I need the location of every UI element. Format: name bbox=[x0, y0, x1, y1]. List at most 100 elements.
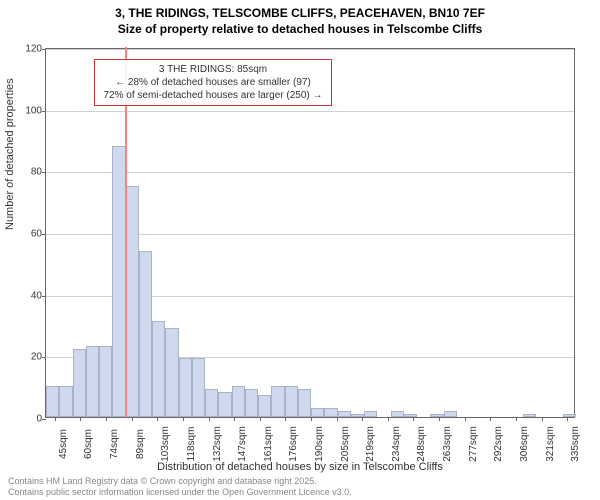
y-tick-mark bbox=[42, 357, 46, 358]
histogram-bar bbox=[165, 328, 178, 417]
x-tick-mark bbox=[55, 417, 56, 421]
x-axis-label: Distribution of detached houses by size … bbox=[0, 461, 600, 473]
histogram-bar bbox=[179, 358, 192, 417]
y-tick-mark bbox=[42, 234, 46, 235]
x-tick-mark bbox=[337, 417, 338, 421]
x-tick-label: 277sqm bbox=[468, 426, 479, 462]
histogram-bar bbox=[232, 386, 245, 417]
x-tick-mark bbox=[388, 417, 389, 421]
x-tick-mark bbox=[516, 417, 517, 421]
histogram-bar bbox=[324, 408, 337, 417]
y-tick-label: 60 bbox=[16, 229, 42, 240]
y-tick-label: 20 bbox=[16, 352, 42, 363]
histogram-bar bbox=[152, 321, 165, 417]
histogram-bar bbox=[444, 411, 457, 417]
x-tick-mark bbox=[80, 417, 81, 421]
histogram-bar bbox=[99, 346, 112, 417]
x-tick-label: 118sqm bbox=[186, 427, 197, 462]
histogram-bar bbox=[86, 346, 99, 417]
histogram-bar bbox=[271, 386, 284, 417]
y-tick-mark bbox=[42, 296, 46, 297]
y-tick-label: 40 bbox=[16, 290, 42, 301]
title-line-1: 3, THE RIDINGS, TELSCOMBE CLIFFS, PEACEH… bbox=[0, 6, 600, 22]
title-line-2: Size of property relative to detached ho… bbox=[0, 22, 600, 38]
x-tick-label: 103sqm bbox=[160, 426, 171, 462]
histogram-bar bbox=[523, 414, 536, 417]
x-tick-label: 89sqm bbox=[135, 429, 146, 459]
x-tick-label: 335sqm bbox=[570, 426, 581, 462]
x-tick-mark bbox=[567, 417, 568, 421]
x-tick-label: 176sqm bbox=[288, 426, 299, 462]
histogram-bar bbox=[311, 408, 324, 417]
x-tick-label: 74sqm bbox=[109, 429, 120, 459]
x-tick-label: 205sqm bbox=[340, 426, 351, 462]
histogram-bar bbox=[46, 386, 59, 417]
x-tick-label: 132sqm bbox=[212, 426, 223, 462]
x-tick-label: 321sqm bbox=[545, 426, 556, 462]
x-tick-label: 263sqm bbox=[442, 426, 453, 462]
y-tick-mark bbox=[42, 419, 46, 420]
x-tick-mark bbox=[132, 417, 133, 421]
x-tick-label: 161sqm bbox=[263, 426, 274, 462]
histogram-bar bbox=[430, 414, 443, 417]
x-tick-label: 306sqm bbox=[519, 426, 530, 462]
histogram-bar bbox=[245, 389, 258, 417]
histogram-bar bbox=[205, 389, 218, 417]
y-tick-label: 120 bbox=[16, 44, 42, 55]
x-tick-label: 190sqm bbox=[314, 426, 325, 462]
x-tick-mark bbox=[209, 417, 210, 421]
histogram-bar bbox=[112, 146, 125, 417]
x-tick-label: 219sqm bbox=[365, 426, 376, 462]
histogram-bar bbox=[563, 414, 576, 417]
histogram-bar bbox=[73, 349, 86, 417]
x-tick-mark bbox=[234, 417, 235, 421]
x-tick-label: 45sqm bbox=[58, 429, 69, 459]
annotation-box: 3 THE RIDINGS: 85sqm ← 28% of detached h… bbox=[94, 59, 332, 106]
x-tick-label: 292sqm bbox=[493, 426, 504, 462]
x-tick-mark bbox=[157, 417, 158, 421]
x-tick-mark bbox=[311, 417, 312, 421]
histogram-bar bbox=[126, 186, 139, 417]
footer-text: Contains HM Land Registry data © Crown c… bbox=[8, 476, 352, 498]
x-tick-mark bbox=[362, 417, 363, 421]
footer-line-1: Contains HM Land Registry data © Crown c… bbox=[8, 476, 352, 487]
histogram-bar bbox=[59, 386, 72, 417]
annotation-line-1: 3 THE RIDINGS: 85sqm bbox=[103, 63, 323, 76]
histogram-bar bbox=[258, 395, 271, 417]
x-tick-label: 234sqm bbox=[391, 426, 402, 462]
x-tick-mark bbox=[260, 417, 261, 421]
x-tick-label: 147sqm bbox=[237, 426, 248, 462]
annotation-line-2: ← 28% of detached houses are smaller (97… bbox=[103, 76, 323, 89]
plot-area: 02040608010012045sqm60sqm74sqm89sqm103sq… bbox=[45, 48, 575, 418]
histogram-bar bbox=[285, 386, 298, 417]
x-tick-mark bbox=[542, 417, 543, 421]
histogram-bar bbox=[218, 392, 231, 417]
histogram-bar bbox=[338, 411, 351, 417]
y-tick-mark bbox=[42, 172, 46, 173]
footer-line-2: Contains public sector information licen… bbox=[8, 487, 352, 498]
histogram-bar bbox=[391, 411, 404, 417]
chart-container: 3, THE RIDINGS, TELSCOMBE CLIFFS, PEACEH… bbox=[0, 0, 600, 500]
histogram-bar bbox=[404, 414, 417, 417]
y-tick-label: 80 bbox=[16, 167, 42, 178]
y-tick-mark bbox=[42, 111, 46, 112]
x-tick-mark bbox=[490, 417, 491, 421]
annotation-line-3: 72% of semi-detached houses are larger (… bbox=[103, 89, 323, 102]
x-tick-mark bbox=[183, 417, 184, 421]
y-tick-mark bbox=[42, 49, 46, 50]
y-tick-label: 100 bbox=[16, 105, 42, 116]
y-axis-label: Number of detached properties bbox=[4, 78, 16, 230]
histogram-bar bbox=[139, 251, 152, 418]
x-tick-mark bbox=[439, 417, 440, 421]
histogram-bar bbox=[298, 389, 311, 417]
histogram-bar bbox=[192, 358, 205, 417]
x-tick-mark bbox=[465, 417, 466, 421]
y-tick-label: 0 bbox=[16, 414, 42, 425]
x-tick-mark bbox=[106, 417, 107, 421]
title-block: 3, THE RIDINGS, TELSCOMBE CLIFFS, PEACEH… bbox=[0, 0, 600, 37]
x-tick-label: 248sqm bbox=[416, 426, 427, 462]
x-tick-mark bbox=[285, 417, 286, 421]
x-tick-label: 60sqm bbox=[83, 429, 94, 459]
x-tick-mark bbox=[413, 417, 414, 421]
histogram-bar bbox=[364, 411, 377, 417]
